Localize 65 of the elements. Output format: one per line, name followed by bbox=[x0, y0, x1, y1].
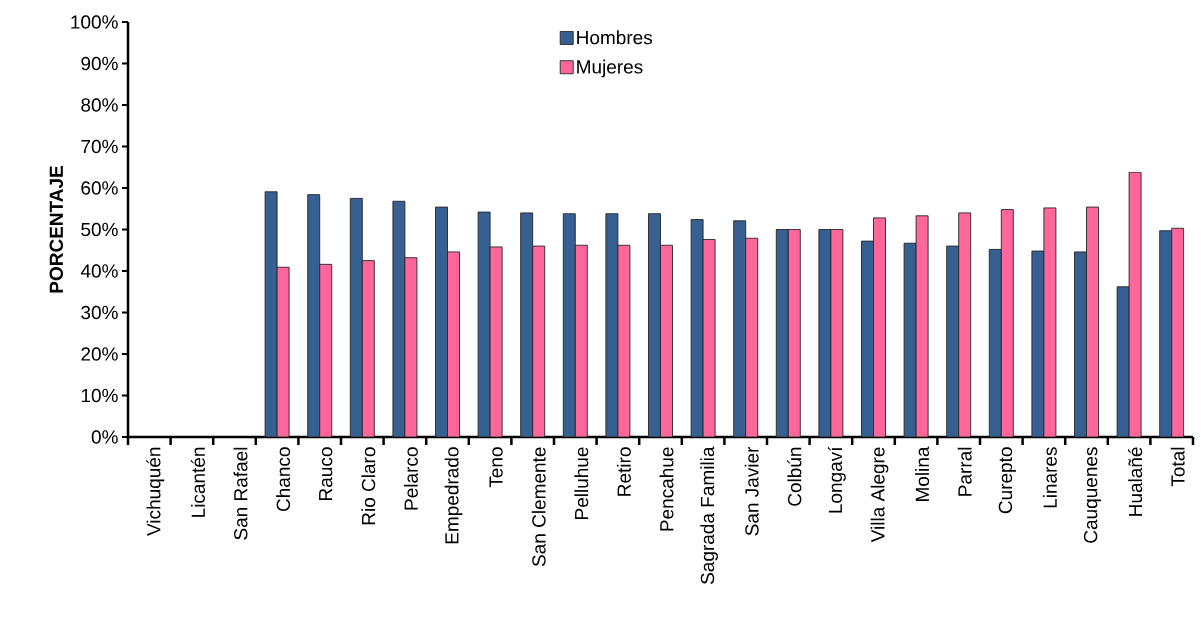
x-tick-label: Pelarco bbox=[403, 447, 418, 510]
x-tick-label: Pencahue bbox=[659, 447, 674, 531]
y-tick-label: 90% bbox=[81, 56, 118, 71]
bar bbox=[1000, 209, 1014, 437]
y-tick-label: 40% bbox=[80, 264, 118, 278]
y-tick-label: 70% bbox=[81, 139, 118, 154]
y-tick-label: 30% bbox=[81, 305, 118, 320]
y-tick-label: 20% bbox=[81, 347, 118, 361]
x-tick-label: San Rafael bbox=[233, 447, 248, 540]
x-tick-label: Vichuquén bbox=[146, 447, 165, 536]
bar bbox=[361, 260, 375, 437]
bar bbox=[988, 248, 1002, 437]
bar bbox=[1159, 230, 1173, 437]
y-tick-label: 100% bbox=[71, 15, 118, 29]
x-tick-label: Longaví bbox=[827, 446, 846, 513]
x-tick-label: San Javier bbox=[744, 446, 759, 536]
legend-label: Mujeres bbox=[577, 59, 643, 78]
x-tick-label: Linares bbox=[1042, 447, 1057, 508]
bar bbox=[435, 206, 448, 437]
x-tick-label: Rio Claro bbox=[361, 447, 376, 525]
bar bbox=[958, 212, 972, 437]
y-tick-label: 50% bbox=[81, 222, 118, 237]
x-tick-label: Rauco bbox=[319, 447, 333, 500]
x-tick-label: San Clemente bbox=[531, 447, 546, 567]
bar bbox=[787, 229, 801, 437]
x-tick-label: Total bbox=[1170, 447, 1185, 487]
x-tick-label: Villa Alegre bbox=[870, 447, 889, 543]
bar bbox=[532, 245, 546, 437]
bar bbox=[520, 212, 534, 437]
x-tick-label: Retiro bbox=[616, 447, 631, 496]
x-tick-label: Hualañé bbox=[1128, 447, 1143, 516]
bar bbox=[319, 263, 333, 437]
x-tick-label: Pelluhue bbox=[574, 447, 589, 519]
x-tick-label: Colbún bbox=[787, 447, 802, 506]
legend-label: Hombres bbox=[577, 30, 653, 45]
bar bbox=[574, 244, 588, 437]
y-tick-label: 60% bbox=[81, 181, 118, 195]
x-tick-label: Empedrado bbox=[444, 447, 463, 544]
x-tick-label: Licantén bbox=[190, 447, 205, 517]
bar bbox=[1171, 227, 1185, 437]
x-tick-label: Chanco bbox=[276, 447, 291, 512]
y-tick-label: 80% bbox=[81, 98, 118, 112]
bar bbox=[447, 251, 460, 437]
bar bbox=[1086, 206, 1099, 437]
y-tick-label: 0% bbox=[91, 430, 118, 444]
bar bbox=[648, 213, 661, 437]
bar bbox=[307, 194, 321, 437]
x-tick-label: Curepto bbox=[998, 447, 1016, 514]
x-tick-label: Teno bbox=[489, 447, 503, 488]
bar bbox=[873, 217, 886, 437]
x-tick-label: Molina bbox=[915, 446, 930, 501]
bar bbox=[733, 220, 747, 437]
bar bbox=[660, 244, 673, 437]
bar bbox=[946, 245, 960, 437]
x-tick-label: Cauquenes bbox=[1083, 447, 1102, 543]
bar bbox=[775, 229, 789, 437]
x-tick-label: Parral bbox=[957, 447, 972, 496]
x-tick-label: Sagrada Familia bbox=[700, 446, 718, 585]
bar bbox=[861, 240, 874, 437]
bar bbox=[562, 213, 576, 437]
y-tick-label: 10% bbox=[81, 388, 118, 403]
bar bbox=[349, 197, 363, 437]
y-axis-title: PORCENTAJE bbox=[49, 166, 64, 293]
bar bbox=[745, 237, 759, 437]
bar bbox=[1074, 251, 1087, 437]
